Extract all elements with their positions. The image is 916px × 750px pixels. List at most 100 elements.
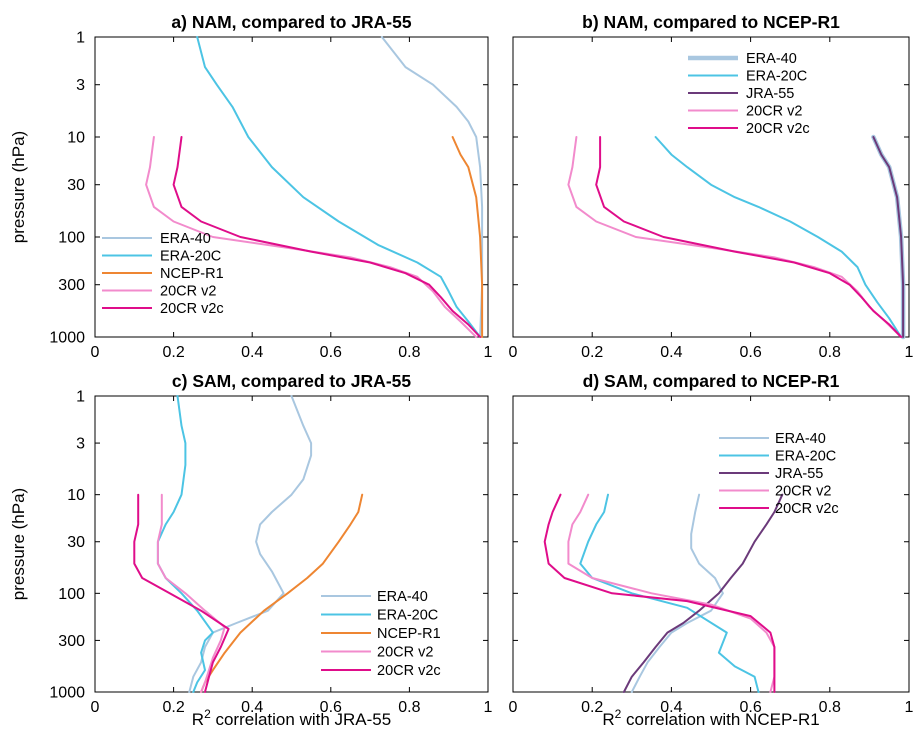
series-line-era-40 [188, 395, 313, 693]
x-tick-label: 0.8 [819, 699, 841, 716]
y-tick-label: 300 [58, 277, 85, 294]
legend-label: 20CR v2 [377, 645, 433, 661]
series-line-20cr-v2c [172, 136, 482, 338]
legend-label: ERA-40 [775, 431, 826, 447]
series-line-20cr-v2 [567, 493, 776, 693]
legend-label: 20CR v2 [160, 284, 216, 300]
x-tick-label: 0.4 [241, 344, 263, 361]
legend-label: 20CR v2c [377, 663, 441, 679]
y-tick-label: 3 [76, 77, 85, 94]
x-tick-label: 1 [905, 344, 914, 361]
x-axis-label: R2 correlation with JRA-55 [192, 707, 391, 729]
legend-label: 20CR v2 [775, 484, 831, 500]
x-tick-label: 0 [509, 699, 518, 716]
y-tick-label: 1 [76, 389, 85, 406]
legend-label: 20CR v2 [746, 104, 802, 120]
x-tick-label: 0.6 [739, 699, 761, 716]
series-line-20cr-v2c [595, 136, 903, 338]
x-axis-label-superscript: 2 [615, 707, 622, 721]
legend-label: 20CR v2c [775, 501, 839, 517]
series-line-20cr-v2c [133, 493, 230, 693]
x-tick-label: 0.6 [320, 699, 342, 716]
series-line-era-40 [380, 36, 484, 338]
x-tick-label: 0.4 [660, 344, 682, 361]
legend-label: NCEP-R1 [377, 626, 441, 642]
series-line-era-40 [630, 493, 724, 693]
series-line-20cr-v2c [543, 493, 776, 693]
series-line-ncep-r1 [451, 136, 484, 338]
legend-label: ERA-40 [377, 589, 428, 605]
x-axis-label-text: correlation with NCEP-R1 [621, 710, 819, 729]
series-line-ncep-r1 [200, 493, 364, 693]
x-axis-label: R2 correlation with NCEP-R1 [602, 707, 819, 729]
series-line-20cr-v2 [567, 136, 903, 338]
y-tick-label: 1000 [49, 685, 85, 702]
x-tick-label: 0.2 [162, 699, 184, 716]
y-tick-label: 10 [67, 487, 85, 504]
x-tick-label: 0 [91, 699, 100, 716]
x-tick-label: 0.8 [398, 344, 420, 361]
x-tick-label: 0.6 [739, 344, 761, 361]
x-tick-label: 0.4 [241, 699, 263, 716]
panel-title: b) NAM, compared to NCEP-R1 [582, 12, 840, 32]
series-line-20cr-v2 [156, 493, 226, 693]
y-tick-label: 30 [67, 534, 85, 551]
legend-label: JRA-55 [746, 86, 794, 102]
x-tick-label: 1 [484, 699, 493, 716]
x-axis-label-superscript: 2 [204, 707, 211, 721]
x-tick-label: 0 [509, 344, 518, 361]
x-axis-label-prefix: R [602, 710, 614, 729]
legend: ERA-40 ERA-20C NCEP-R1 20CR v2 20CR v2c [321, 589, 441, 679]
plot-frame [94, 36, 489, 338]
legend-label: ERA-20C [160, 249, 221, 265]
series-line-era-20c [654, 136, 903, 338]
y-tick-label: 1000 [49, 330, 85, 347]
panel-b: b) NAM, compared to NCEP-R1 0 0.2 0.4 0.6 0.8… [509, 12, 914, 361]
legend-label: ERA-20C [746, 69, 807, 85]
legend-label: JRA-55 [775, 466, 823, 482]
y-tick-label: 100 [58, 586, 85, 603]
y-tick-label: 1 [76, 30, 85, 47]
y-tick-label: 100 [58, 230, 85, 247]
y-tick-label: 10 [67, 130, 85, 147]
x-tick-label: 0.6 [320, 344, 342, 361]
legend-label: ERA-40 [746, 51, 797, 67]
panel-a: a) NAM, compared to JRA-55 0 0.2 0.4 0.6 0.8 1… [9, 12, 493, 361]
series-line-jra-55 [872, 136, 905, 338]
legend-label: 20CR v2c [160, 301, 224, 317]
y-tick-label: 300 [58, 633, 85, 650]
plot-frame [512, 395, 910, 693]
panel-title: d) SAM, compared to NCEP-R1 [583, 371, 840, 391]
legend-label: 20CR v2c [746, 121, 810, 137]
x-tick-label: 0 [91, 344, 100, 361]
legend-label: ERA-20C [775, 449, 836, 465]
legend-label: ERA-20C [377, 608, 438, 624]
legend-label: ERA-40 [160, 231, 211, 247]
panel-title: a) NAM, compared to JRA-55 [171, 12, 411, 32]
x-tick-label: 0.4 [660, 699, 682, 716]
panel-title: c) SAM, compared to JRA-55 [172, 371, 411, 391]
series-line-era-20c [579, 493, 760, 693]
x-tick-label: 0.8 [398, 699, 420, 716]
x-axis-label-text: correlation with JRA-55 [211, 710, 391, 729]
x-tick-label: 0.2 [581, 344, 603, 361]
panel-d: d) SAM, compared to NCEP-R1 0 0.2 0.4 0.6 0.8… [509, 371, 914, 729]
x-axis-label-prefix: R [192, 710, 204, 729]
x-tick-label: 1 [484, 344, 493, 361]
y-tick-label: 3 [76, 436, 85, 453]
y-axis-label: pressure (hPa) [9, 131, 28, 243]
x-tick-label: 0.2 [581, 699, 603, 716]
legend-label: NCEP-R1 [160, 266, 224, 282]
plot-frame [512, 36, 910, 338]
x-tick-label: 0.8 [819, 344, 841, 361]
series-line-era-20c [196, 36, 482, 338]
y-axis-label: pressure (hPa) [9, 488, 28, 600]
y-tick-label: 30 [67, 177, 85, 194]
panel-c: c) SAM, compared to JRA-55 0 0.2 0.4 0.6 0.8 1… [9, 371, 493, 729]
x-tick-label: 1 [905, 699, 914, 716]
